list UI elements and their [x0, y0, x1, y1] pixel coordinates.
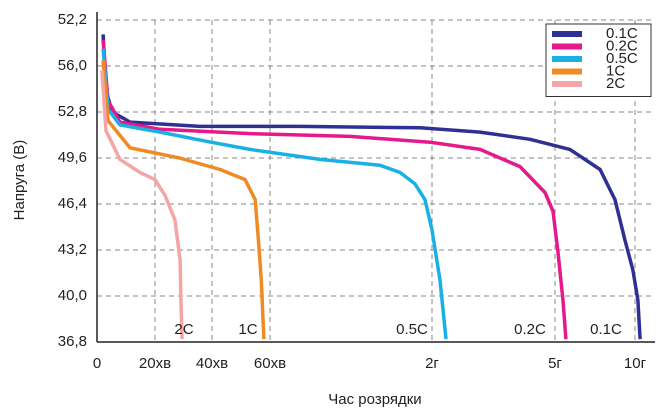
- y-tick-label: 52,2: [58, 11, 87, 28]
- legend-label: 0.5C: [606, 50, 638, 67]
- y-axis-label: Напруга (В): [11, 140, 28, 221]
- x-tick-label: 60хв: [254, 355, 286, 372]
- x-tick-label: 2г: [425, 355, 439, 372]
- y-tick-label: 49,6: [58, 149, 87, 166]
- legend-label: 1C: [606, 62, 625, 79]
- curve-label: 2C: [174, 321, 193, 338]
- legend-swatch: [552, 56, 582, 62]
- curve-label: 0.2C: [514, 321, 546, 338]
- legend-swatch: [552, 68, 582, 75]
- legend-label: 0.1C: [606, 25, 638, 42]
- series-line: [100, 70, 184, 340]
- x-tick-label: 20хв: [139, 355, 171, 372]
- legend-swatch: [552, 81, 582, 87]
- x-axis-label: Час розрядки: [328, 391, 421, 408]
- x-tick-label: 10г: [624, 355, 647, 372]
- y-tick-label: 40,0: [58, 287, 87, 304]
- y-tick-label: 43,2: [58, 241, 87, 258]
- y-tick-label: 56,0: [58, 57, 87, 74]
- curve-label: 1C: [238, 321, 257, 338]
- curve-label: 0.1C: [590, 321, 622, 338]
- legend-swatch: [552, 43, 582, 50]
- series-line: [101, 34, 642, 340]
- series-line: [101, 60, 266, 340]
- curve-label: 0.5C: [396, 321, 428, 338]
- series-line: [101, 48, 448, 340]
- legend-label: 2C: [606, 75, 625, 92]
- x-tick-label: 0: [93, 355, 101, 372]
- legend-swatch: [552, 31, 582, 37]
- y-tick-label: 52,8: [58, 103, 87, 120]
- y-tick-label: 46,4: [58, 195, 87, 212]
- x-tick-label: 5г: [548, 355, 562, 372]
- legend-label: 0.2C: [606, 37, 638, 54]
- y-tick-label: 36,8: [58, 333, 87, 350]
- x-tick-label: 40хв: [196, 355, 228, 372]
- series-line: [101, 39, 568, 340]
